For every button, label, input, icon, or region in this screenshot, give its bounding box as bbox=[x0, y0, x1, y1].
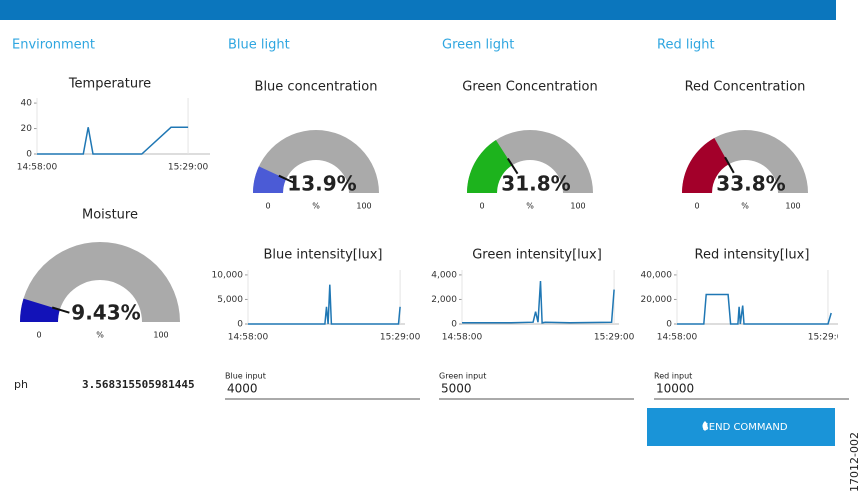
gauge-max: 100 bbox=[570, 202, 585, 211]
gauge-unit: % bbox=[312, 202, 320, 211]
gauge-track bbox=[20, 242, 180, 322]
chart-title: Blue intensity[lux] bbox=[264, 248, 383, 263]
gauge-needle bbox=[278, 174, 296, 185]
gauge-value-label: 9.43% bbox=[71, 301, 140, 325]
chart-clip: Red intensity[lux] 0 20,000 40,000 14:58:00 1… bbox=[641, 248, 849, 343]
gauge-max: 100 bbox=[785, 202, 800, 211]
gauge-title: Red Concentration bbox=[685, 80, 806, 95]
x-tick-label: 15:29:00 bbox=[594, 333, 635, 343]
gauge-title: Green Concentration bbox=[462, 80, 597, 95]
y-tick-label: 40 bbox=[21, 99, 33, 109]
ph-label: ph bbox=[14, 378, 28, 391]
gauge-unit: % bbox=[96, 331, 104, 340]
y-tick-label: 0 bbox=[237, 320, 243, 330]
y-tick-label: 40,000 bbox=[641, 270, 673, 280]
y-tick-label: 5,000 bbox=[217, 295, 243, 305]
data-line bbox=[248, 284, 401, 325]
chart-title: Temperature bbox=[68, 77, 151, 92]
gauge-value-label: 33.8% bbox=[716, 172, 785, 196]
x-tick-label: 14:58:00 bbox=[442, 333, 483, 343]
button-icon bbox=[702, 421, 708, 431]
top-bar bbox=[0, 0, 836, 20]
x-tick-label: 15:29:00 bbox=[168, 163, 209, 173]
gauge-value bbox=[20, 298, 60, 322]
gauge-min: 0 bbox=[479, 202, 484, 211]
gauge-value-label: 31.8% bbox=[501, 172, 570, 196]
data-line bbox=[37, 126, 189, 155]
group-title: Green light bbox=[442, 38, 514, 53]
x-tick-label: 15:29:00 bbox=[380, 333, 421, 343]
figure-id: 17012-002 bbox=[848, 432, 861, 492]
y-tick-label: 10,000 bbox=[212, 270, 244, 280]
y-tick-label: 2,000 bbox=[431, 295, 457, 305]
gauge-min: 0 bbox=[36, 331, 41, 340]
gauge-min: 0 bbox=[694, 202, 699, 211]
y-tick-label: 0 bbox=[26, 150, 32, 160]
y-tick-label: 4,000 bbox=[431, 270, 457, 280]
gauge-max: 100 bbox=[153, 331, 168, 340]
data-line bbox=[462, 280, 615, 324]
ph-value: 3.568315505981445 bbox=[82, 378, 195, 391]
x-tick-label: 15:29:00 bbox=[808, 333, 849, 343]
y-tick-label: 20,000 bbox=[641, 295, 673, 305]
data-line bbox=[677, 293, 832, 325]
input-value: 4000 bbox=[227, 382, 258, 396]
group-title: Red light bbox=[657, 38, 715, 53]
gauge-min: 0 bbox=[265, 202, 270, 211]
input-label: Red input bbox=[654, 372, 692, 381]
button-label[interactable]: SEND COMMAND bbox=[702, 422, 787, 433]
gauge-value bbox=[682, 137, 729, 193]
chart-title: Red intensity[lux] bbox=[695, 248, 810, 263]
gauge-value bbox=[467, 140, 513, 193]
gauge-needle bbox=[724, 156, 735, 174]
y-tick-label: 20 bbox=[21, 124, 33, 134]
input-value: 5000 bbox=[441, 382, 472, 396]
gauge-max: 100 bbox=[356, 202, 371, 211]
x-tick-label: 14:58:00 bbox=[17, 163, 58, 173]
chart-title: Green intensity[lux] bbox=[472, 248, 602, 263]
gauge-title: Blue concentration bbox=[255, 80, 378, 95]
gauge-needle bbox=[506, 157, 519, 175]
gauge-needle bbox=[51, 306, 70, 314]
send-button[interactable] bbox=[647, 408, 835, 446]
input-label: Green input bbox=[439, 372, 486, 381]
x-tick-label: 14:58:00 bbox=[657, 333, 698, 343]
gauge-unit: % bbox=[526, 202, 534, 211]
group-title: Blue light bbox=[228, 38, 290, 53]
group-title: Environment bbox=[12, 38, 95, 53]
y-tick-label: 0 bbox=[666, 320, 672, 330]
gauge-title: Moisture bbox=[82, 208, 138, 223]
y-tick-label: 0 bbox=[451, 320, 457, 330]
gauge-value bbox=[253, 166, 287, 193]
input-value: 10000 bbox=[656, 382, 694, 396]
gauge-unit: % bbox=[741, 202, 749, 211]
input-label: Blue input bbox=[225, 372, 266, 381]
gauge-value-label: 13.9% bbox=[287, 172, 356, 196]
x-tick-label: 14:58:00 bbox=[228, 333, 269, 343]
